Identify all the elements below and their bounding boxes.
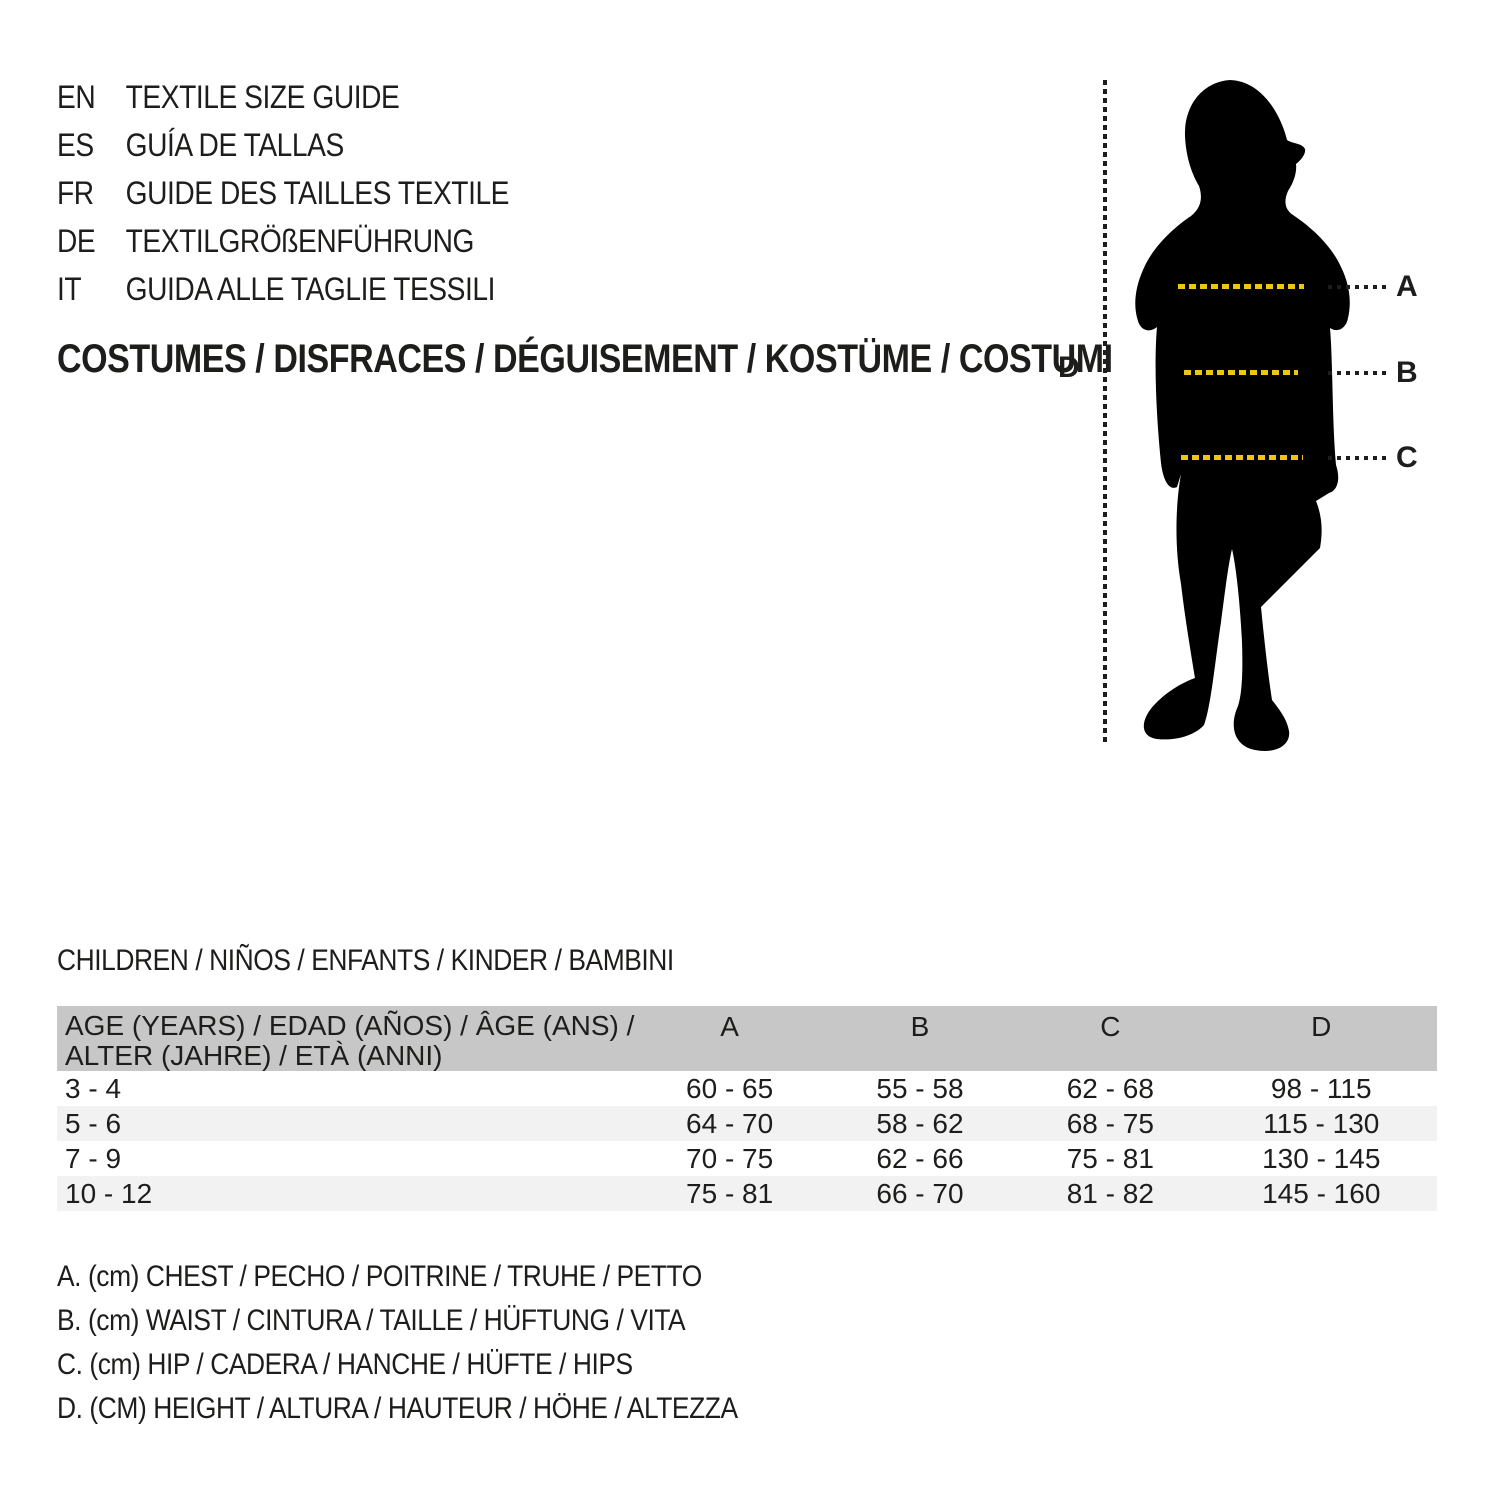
chest-cell: 64 - 70 bbox=[686, 1107, 774, 1139]
hip-cell: 81 - 82 bbox=[1066, 1177, 1154, 1209]
hip-cell: 68 - 75 bbox=[1066, 1107, 1154, 1139]
height-cell: 115 - 130 bbox=[1263, 1107, 1380, 1139]
table-row: 10 - 12 75 - 81 66 - 70 81 - 82 145 - 16… bbox=[57, 1176, 1437, 1211]
chest-leader-dots bbox=[1328, 285, 1388, 289]
table-row: 5 - 6 64 - 70 58 - 62 68 - 75 115 - 130 bbox=[57, 1106, 1437, 1141]
language-title: GUÍA DE TALLAS bbox=[125, 127, 345, 163]
hip-measure-line bbox=[1181, 455, 1303, 460]
hip-leader-dots bbox=[1328, 456, 1388, 460]
age-cell: 10 - 12 bbox=[65, 1177, 153, 1209]
column-header-a: A bbox=[720, 1011, 739, 1042]
height-measure-line bbox=[1103, 80, 1107, 744]
language-code: ES bbox=[57, 127, 94, 163]
column-header-d: D bbox=[1311, 1011, 1332, 1042]
legend-item-height: D. (CM) HEIGHT / ALTURA / HAUTEUR / HÖHE… bbox=[57, 1392, 738, 1425]
language-title-list: EN TEXTILE SIZE GUIDE ES GUÍA DE TALLAS … bbox=[57, 73, 571, 313]
child-silhouette-shape bbox=[1135, 80, 1350, 751]
age-column-header: AGE (YEARS) / EDAD (AÑOS) / ÂGE (ANS) / … bbox=[57, 1006, 634, 1071]
table-row: 7 - 9 70 - 75 62 - 66 75 - 81 130 - 145 bbox=[57, 1141, 1437, 1176]
age-column-header-line1: AGE (YEARS) / EDAD (AÑOS) / ÂGE (ANS) / bbox=[65, 1010, 635, 1041]
age-cell: 7 - 9 bbox=[65, 1142, 122, 1174]
hip-cell: 75 - 81 bbox=[1066, 1142, 1154, 1174]
measurement-legend: A. (cm) CHEST / PECHO / POITRINE / TRUHE… bbox=[57, 1255, 830, 1431]
language-row: FR GUIDE DES TAILLES TEXTILE bbox=[57, 169, 509, 217]
legend-item-chest: A. (cm) CHEST / PECHO / POITRINE / TRUHE… bbox=[57, 1260, 702, 1293]
language-title: TEXTILE SIZE GUIDE bbox=[125, 79, 400, 115]
height-cell: 130 - 145 bbox=[1262, 1142, 1381, 1174]
language-title: TEXTILGRÖßENFÜHRUNG bbox=[125, 223, 475, 259]
height-cell: 145 - 160 bbox=[1262, 1177, 1381, 1209]
legend-item-waist: B. (cm) WAIST / CINTURA / TAILLE / HÜFTU… bbox=[57, 1304, 686, 1337]
chest-cell: 70 - 75 bbox=[686, 1142, 774, 1174]
size-table: AGE (YEARS) / EDAD (AÑOS) / ÂGE (ANS) / … bbox=[57, 1006, 1437, 1211]
language-row: DE TEXTILGRÖßENFÜHRUNG bbox=[57, 217, 509, 265]
children-section-heading: CHILDREN / NIÑOS / ENFANTS / KINDER / BA… bbox=[57, 944, 674, 977]
language-row: ES GUÍA DE TALLAS bbox=[57, 121, 509, 169]
table-row: 3 - 4 60 - 65 55 - 58 62 - 68 98 - 115 bbox=[57, 1071, 1437, 1106]
legend-item-hip: C. (cm) HIP / CADERA / HANCHE / HÜFTE / … bbox=[57, 1348, 633, 1381]
hip-cell: 62 - 68 bbox=[1066, 1072, 1154, 1104]
language-code: EN bbox=[57, 79, 96, 115]
language-title: GUIDE DES TAILLES TEXTILE bbox=[125, 175, 510, 211]
age-column-header-line2: ALTER (JAHRE) / ETÀ (ANNI) bbox=[65, 1040, 443, 1071]
waist-cell: 62 - 66 bbox=[876, 1142, 964, 1174]
column-header-c: C bbox=[1100, 1011, 1121, 1042]
language-code: DE bbox=[57, 223, 96, 259]
language-row: IT GUIDA ALLE TAGLIE TESSILI bbox=[57, 265, 509, 313]
chest-cell: 75 - 81 bbox=[686, 1177, 774, 1209]
language-title: GUIDA ALLE TAGLIE TESSILI bbox=[125, 271, 496, 307]
measure-label-b: B bbox=[1396, 356, 1418, 389]
age-cell: 5 - 6 bbox=[65, 1107, 122, 1139]
language-code: IT bbox=[57, 271, 82, 307]
measure-label-d: D bbox=[1058, 351, 1080, 384]
category-heading: COSTUMES / DISFRACES / DÉGUISEMENT / KOS… bbox=[57, 337, 1113, 381]
age-cell: 3 - 4 bbox=[65, 1072, 122, 1104]
size-table-header-row: AGE (YEARS) / EDAD (AÑOS) / ÂGE (ANS) / … bbox=[57, 1006, 1437, 1071]
measure-label-a: A bbox=[1396, 270, 1418, 303]
waist-leader-dots bbox=[1328, 371, 1388, 375]
child-silhouette bbox=[1135, 80, 1350, 751]
waist-cell: 66 - 70 bbox=[876, 1177, 964, 1209]
measurement-figure: D A B C bbox=[1058, 80, 1418, 751]
language-row: EN TEXTILE SIZE GUIDE bbox=[57, 73, 509, 121]
column-header-b: B bbox=[910, 1011, 930, 1042]
waist-cell: 58 - 62 bbox=[876, 1107, 964, 1139]
measure-label-c: C bbox=[1396, 441, 1418, 474]
chest-measure-line bbox=[1178, 284, 1304, 289]
waist-cell: 55 - 58 bbox=[876, 1072, 964, 1104]
chest-cell: 60 - 65 bbox=[686, 1072, 774, 1104]
height-cell: 98 - 115 bbox=[1270, 1072, 1372, 1104]
language-code: FR bbox=[57, 175, 94, 211]
waist-measure-line bbox=[1184, 370, 1298, 375]
